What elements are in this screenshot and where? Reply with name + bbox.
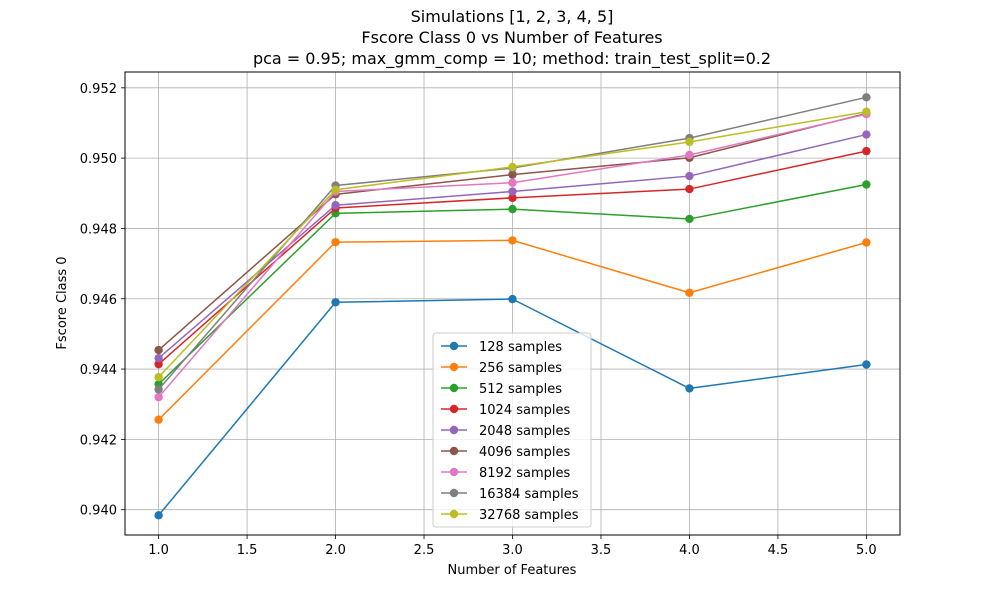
data-point [508,170,517,179]
data-point [685,150,694,160]
legend-item: 1024 samples [441,403,570,418]
legend-label: 256 samples [479,361,562,376]
legend-box [432,332,592,528]
data-point [508,204,517,214]
y-tick-label: 0.944 [80,363,117,378]
legend-marker [449,404,459,414]
data-point [862,360,871,369]
legend-marker [449,467,459,477]
series-256-samples [154,236,871,424]
legend-marker [449,341,459,351]
legend-label: 1024 samples [479,403,570,418]
legend-marker [449,488,459,498]
chart-subtitle-line-1: Fscore Class 0 vs Number of Features [361,28,662,47]
data-point [154,353,163,363]
data-point [685,384,694,393]
data-point [331,237,340,247]
data-point [154,415,163,424]
data-point [862,107,871,116]
x-tick-label: 1.5 [237,543,258,558]
legend-label: 128 samples [479,340,562,355]
legend-item: 512 samples [441,382,562,397]
data-point [508,178,517,187]
data-point [508,187,517,196]
legend: 128 samples 256 samples 512 samples 1024 sa… [432,332,592,528]
data-point [154,372,163,382]
x-tick-label: 4.0 [679,543,700,558]
x-axis-ticks: 1.0 1.5 2.0 2.5 3.0 3.5 4.0 4.5 5.0 [148,535,877,558]
legend-marker [449,446,459,456]
data-point [508,294,517,304]
y-tick-label: 0.948 [80,222,117,237]
x-tick-label: 2.5 [414,543,435,558]
x-tick-label: 1.0 [148,543,169,558]
legend-label: 512 samples [479,382,562,397]
x-tick-label: 3.5 [591,543,612,558]
data-point [685,288,694,297]
y-axis-label: Fscore Class 0 [55,256,70,349]
data-point [862,238,871,247]
series-2048-samples [154,130,871,363]
legend-label: 2048 samples [479,424,570,439]
y-axis-ticks: 0.940 0.942 0.944 0.946 0.948 0.950 0.952 [80,82,125,519]
data-point [862,180,871,189]
data-point [154,359,163,369]
y-tick-label: 0.942 [80,433,117,448]
data-point [331,185,340,194]
series-32768-samples [154,107,871,382]
legend-marker [449,362,459,372]
legend-label: 8192 samples [479,466,570,481]
y-tick-label: 0.952 [80,82,117,97]
data-point [862,93,871,102]
data-point [331,201,340,210]
data-point [154,385,163,394]
data-point [154,511,163,520]
data-point [685,171,694,181]
legend-item: 4096 samples [441,445,570,460]
x-tick-label: 5.0 [856,543,877,558]
data-point [508,193,517,203]
plot-series [154,93,871,520]
data-point [862,130,871,139]
x-tick-label: 4.5 [768,543,789,558]
data-point [508,236,517,245]
chart-subtitle-line-2: pca = 0.95; max_gmm_comp = 10; method: t… [253,49,771,69]
data-point [331,298,340,307]
legend-label: 4096 samples [479,445,570,460]
legend-item: 8192 samples [441,466,570,481]
legend-item: 2048 samples [441,424,570,439]
data-point [685,184,694,194]
chart-title: Simulations [1, 2, 3, 4, 5] [411,7,614,26]
x-axis-label: Number of Features [448,563,577,578]
legend-label: 16384 samples [479,487,579,502]
legend-item: 16384 samples [441,487,579,502]
y-tick-label: 0.950 [80,152,117,167]
y-tick-label: 0.946 [80,293,117,308]
legend-label: 32768 samples [479,508,579,523]
x-tick-label: 3.0 [502,543,523,558]
legend-item: 32768 samples [441,508,579,523]
data-point [685,214,694,224]
data-point [508,162,517,172]
data-point [862,146,871,156]
data-point [154,345,163,355]
legend-item: 256 samples [441,361,562,376]
legend-marker [449,425,459,435]
y-tick-label: 0.940 [80,504,117,519]
data-point [154,392,163,402]
series-128-samples [154,294,871,520]
legend-item: 128 samples [441,340,562,355]
legend-marker [449,383,459,393]
x-tick-label: 2.0 [325,543,346,558]
data-point [685,137,694,147]
legend-marker [449,509,459,519]
